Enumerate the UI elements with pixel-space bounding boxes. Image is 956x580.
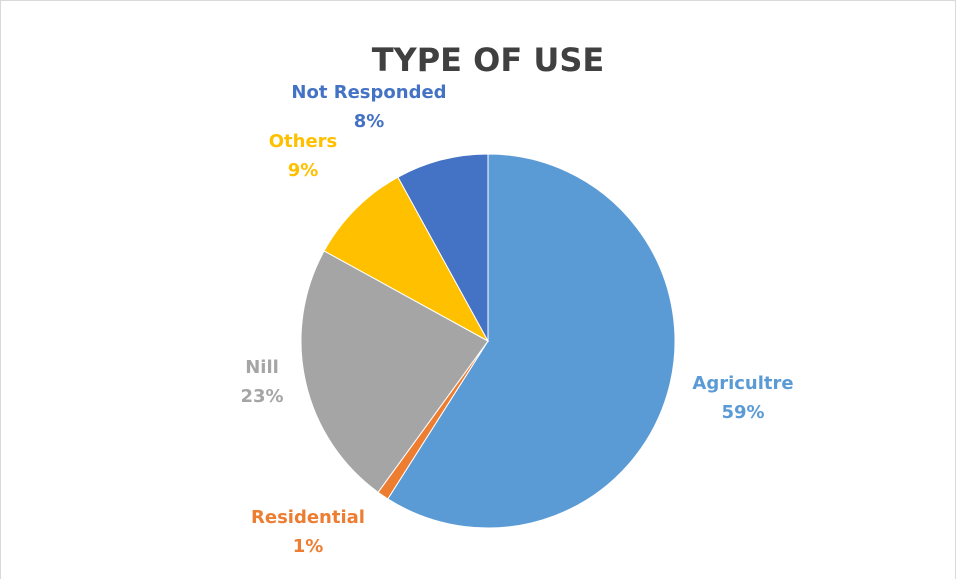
- slice-label-nill: Nill 23%: [240, 357, 283, 407]
- slice-label-name: Not Responded: [291, 82, 446, 103]
- pie-slices: [300, 153, 676, 529]
- slice-label-name: Nill: [245, 357, 279, 378]
- slice-label-name: Residential: [251, 507, 365, 528]
- slice-label-percent: 1%: [293, 536, 324, 557]
- pie-slice-others: [323, 176, 490, 343]
- slice-label-residential: Residential 1%: [251, 507, 365, 557]
- slice-label-others: Others 9%: [269, 131, 338, 181]
- slice-label-percent: 59%: [721, 402, 764, 423]
- pie-slice-agricultre: [387, 153, 676, 529]
- slice-label-name: Agricultre: [692, 373, 793, 394]
- slice-labels: Agricultre 59% Residential 1% Nill 23% Others 9…: [240, 82, 793, 557]
- pie-slice-not-responded: [397, 153, 489, 342]
- pie-slice-nill: [300, 250, 489, 493]
- slice-label-not-responded: Not Responded 8%: [291, 82, 446, 132]
- slice-label-percent: 23%: [240, 386, 283, 407]
- slice-label-percent: 8%: [354, 111, 385, 132]
- slice-label-percent: 9%: [288, 160, 319, 181]
- slice-label-agricultre: Agricultre 59%: [692, 373, 793, 423]
- slice-label-name: Others: [269, 131, 338, 152]
- chart-title: TYPE OF USE: [372, 41, 605, 79]
